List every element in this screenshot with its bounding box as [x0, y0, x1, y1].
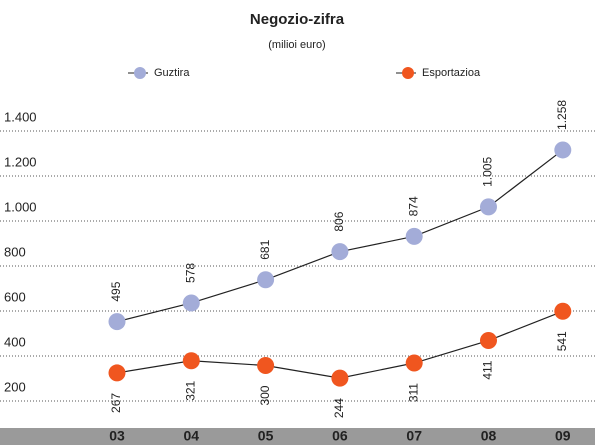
data-point [554, 302, 572, 320]
y-tick-label: 1.200 [4, 154, 37, 169]
data-label: 806 [332, 211, 346, 231]
data-point [182, 352, 200, 370]
data-point [108, 313, 126, 331]
x-tick-label: 05 [258, 428, 274, 444]
data-label: 267 [109, 393, 123, 413]
data-point [182, 294, 200, 312]
data-label: 495 [109, 281, 123, 301]
y-tick-label: 400 [4, 334, 26, 349]
x-tick-label: 08 [481, 428, 497, 444]
x-tick-label: 03 [109, 428, 125, 444]
legend-marker [402, 67, 414, 79]
chart-subtitle: (milioi euro) [268, 39, 325, 51]
y-tick-label: 800 [4, 244, 26, 259]
legend-label: Esportazioa [422, 67, 481, 79]
data-label: 411 [481, 360, 495, 379]
x-tick-label: 04 [184, 428, 200, 444]
x-tick-label: 06 [332, 428, 348, 444]
x-tick-label: 09 [555, 428, 571, 444]
data-point [257, 357, 275, 374]
data-point [405, 354, 423, 372]
chart-title: Negozio-zifra [250, 11, 345, 28]
data-label: 874 [406, 196, 420, 216]
data-point [108, 364, 126, 382]
data-point [405, 227, 423, 245]
data-point [257, 271, 275, 289]
data-label: 300 [258, 385, 272, 405]
y-tick-label: 200 [4, 379, 26, 394]
data-label: 681 [258, 239, 272, 259]
data-label: 541 [555, 331, 569, 351]
legend-label: Guztira [154, 67, 190, 79]
data-label: 578 [183, 263, 197, 283]
data-point [480, 332, 497, 350]
data-point [554, 141, 572, 159]
y-tick-label: 600 [4, 289, 26, 304]
y-tick-label: 1.400 [4, 109, 37, 124]
data-point [331, 243, 349, 261]
category-band [0, 428, 595, 445]
legend-marker [134, 67, 146, 79]
data-label: 1.258 [555, 100, 569, 130]
data-label: 244 [332, 398, 346, 418]
x-tick-label: 07 [406, 428, 422, 444]
data-point [480, 198, 497, 216]
y-tick-label: 1.000 [4, 199, 37, 214]
series-line [116, 310, 564, 379]
data-label: 321 [183, 380, 197, 400]
data-label: 311 [406, 383, 420, 402]
data-point [331, 369, 349, 387]
data-label: 1.005 [481, 157, 495, 187]
